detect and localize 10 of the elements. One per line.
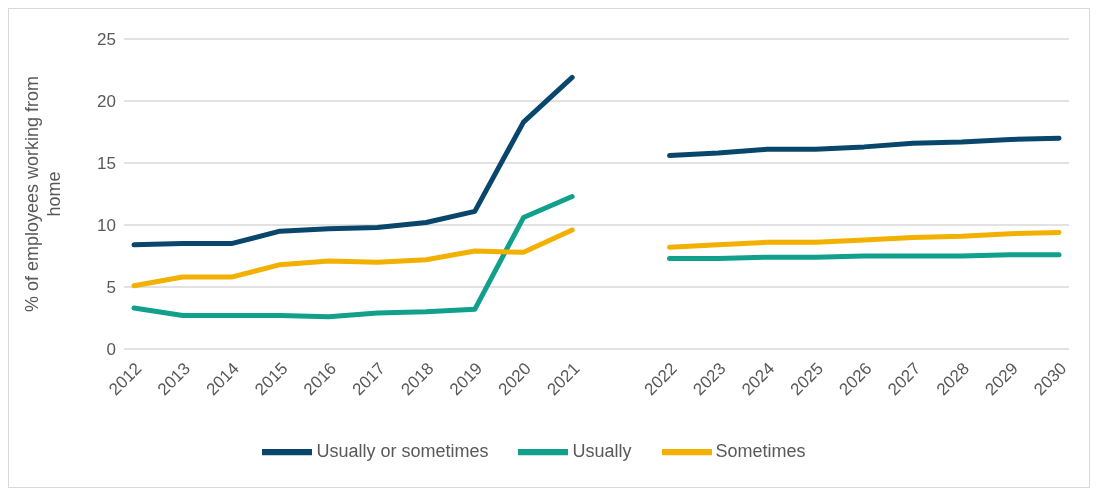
y-tick-label: 25: [97, 30, 116, 50]
y-axis-title: % of employees working from home: [22, 75, 64, 313]
y-tick-label: 0: [106, 340, 116, 360]
legend-label: Usually: [572, 440, 632, 461]
y-tick-label: 20: [97, 92, 116, 112]
y-tick-label: 10: [97, 216, 116, 236]
legend-label: Usually or sometimes: [316, 440, 489, 461]
y-tick-label: 5: [106, 278, 116, 298]
y-tick-label: 15: [97, 154, 116, 174]
legend-label: Sometimes: [715, 440, 806, 461]
